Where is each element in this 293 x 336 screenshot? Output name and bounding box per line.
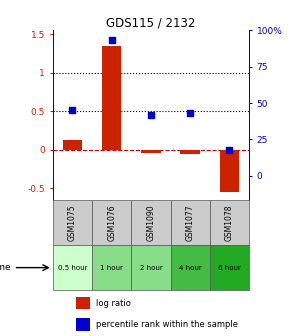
Text: 6 hour: 6 hour — [218, 265, 241, 270]
Point — [149, 112, 153, 117]
Bar — [92, 200, 131, 245]
Text: GSM1090: GSM1090 — [146, 204, 155, 241]
Bar — [131, 245, 171, 290]
Bar — [53, 200, 92, 245]
Title: GDS115 / 2132: GDS115 / 2132 — [106, 16, 196, 29]
Text: GSM1077: GSM1077 — [186, 204, 195, 241]
Text: log ratio: log ratio — [96, 298, 131, 307]
Text: time: time — [0, 263, 11, 272]
Bar — [76, 297, 90, 309]
Text: 4 hour: 4 hour — [179, 265, 202, 270]
Text: 0.5 hour: 0.5 hour — [58, 265, 87, 270]
Bar — [102, 46, 121, 150]
Bar — [210, 245, 249, 290]
Bar — [92, 245, 131, 290]
Bar — [76, 318, 90, 331]
Bar — [131, 200, 171, 245]
Bar — [63, 140, 82, 150]
Bar — [171, 245, 210, 290]
Text: GSM1078: GSM1078 — [225, 204, 234, 241]
Bar — [180, 150, 200, 154]
Bar — [210, 200, 249, 245]
Point — [188, 111, 193, 116]
Text: GSM1075: GSM1075 — [68, 204, 77, 241]
Bar — [53, 245, 92, 290]
Bar — [220, 150, 239, 192]
Text: percentile rank within the sample: percentile rank within the sample — [96, 320, 238, 329]
Point — [109, 38, 114, 43]
Text: GSM1076: GSM1076 — [107, 204, 116, 241]
Bar — [141, 150, 161, 154]
Bar — [171, 200, 210, 245]
Point — [70, 108, 75, 113]
Text: 2 hour: 2 hour — [139, 265, 162, 270]
Text: 1 hour: 1 hour — [100, 265, 123, 270]
Point — [227, 147, 232, 153]
